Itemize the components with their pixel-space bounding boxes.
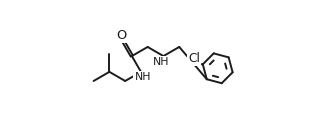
Text: NH: NH	[153, 57, 169, 67]
Text: O: O	[116, 29, 127, 42]
Text: NH: NH	[135, 72, 151, 82]
Text: Cl: Cl	[188, 52, 200, 65]
